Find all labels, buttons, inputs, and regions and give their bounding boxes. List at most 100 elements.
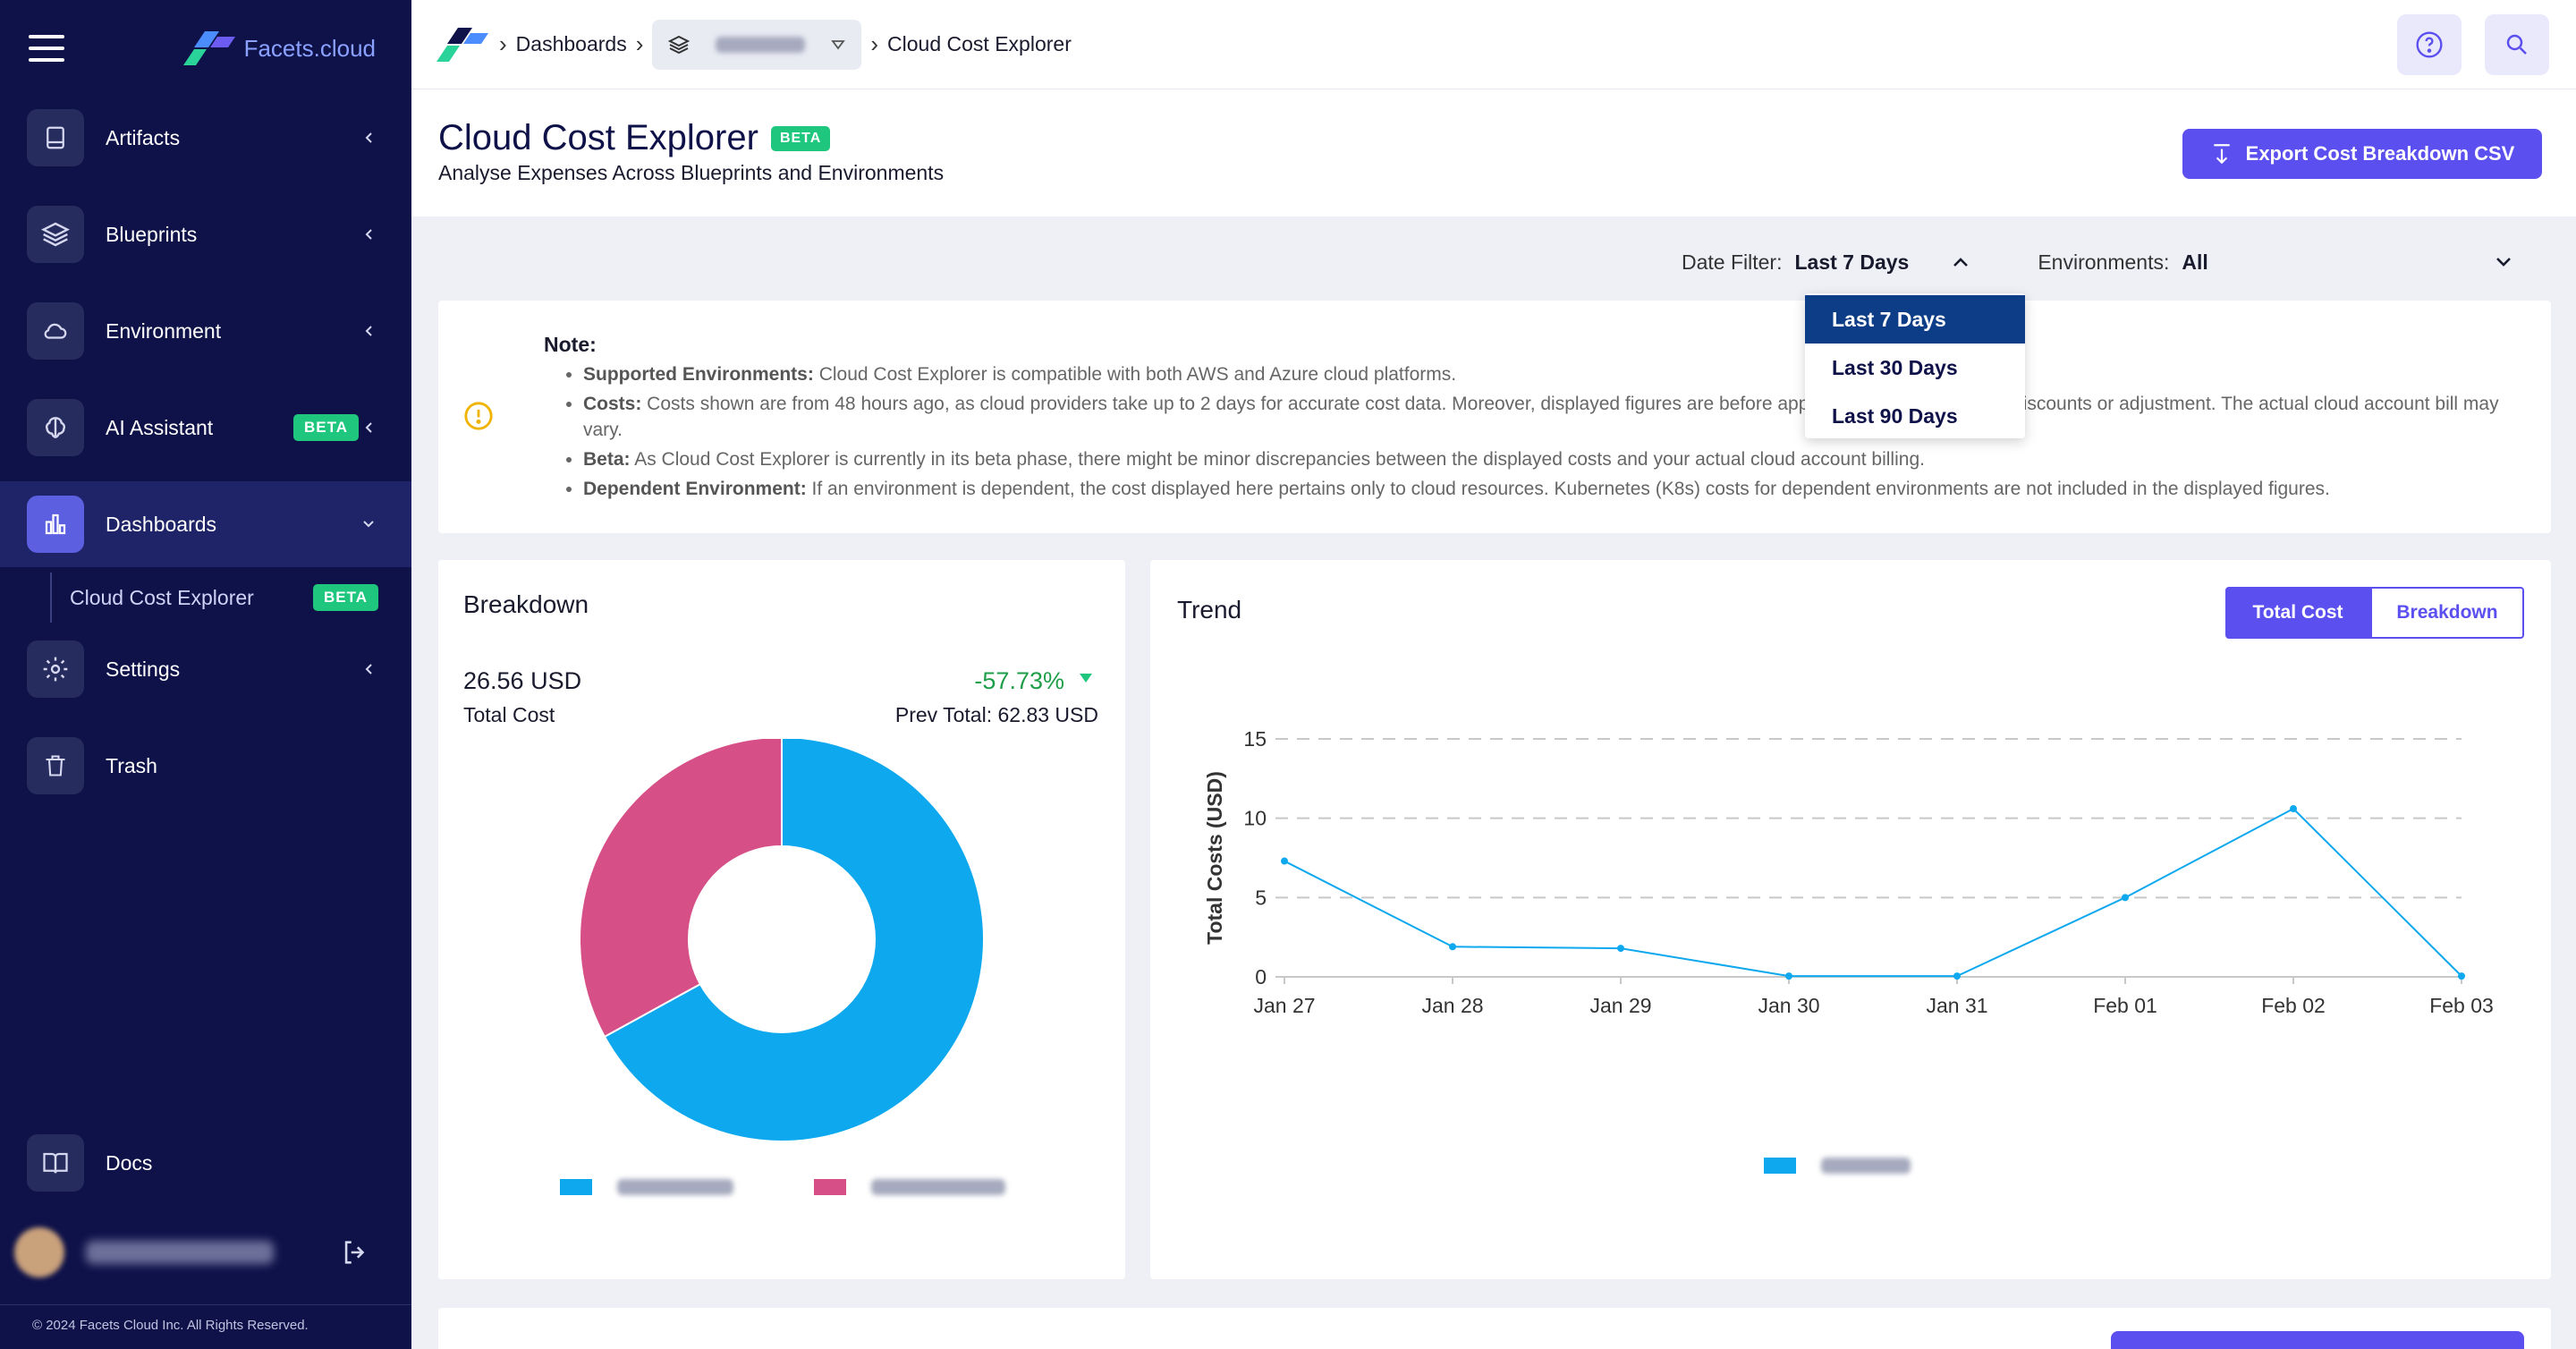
donut-slice[interactable] bbox=[579, 739, 783, 1039]
note-list: Supported Environments: Cloud Cost Explo… bbox=[583, 361, 2515, 505]
y-tick-label: 5 bbox=[1255, 886, 1267, 909]
breadcrumb-dashboards[interactable]: Dashboards bbox=[515, 32, 627, 55]
y-tick-label: 15 bbox=[1243, 727, 1267, 751]
beta-badge: BETA bbox=[293, 414, 360, 441]
page-title: Cloud Cost Explorer bbox=[438, 118, 758, 157]
hamburger-menu-icon[interactable] bbox=[29, 35, 64, 62]
gear-icon bbox=[27, 641, 84, 698]
date-option-30-days[interactable]: Last 30 Days bbox=[1832, 355, 1958, 379]
y-tick-label: 10 bbox=[1243, 807, 1267, 830]
donut-slice[interactable] bbox=[603, 739, 985, 1142]
x-tick-label: Jan 31 bbox=[1926, 994, 1987, 1017]
environments-filter-label: Environments: bbox=[2038, 250, 2170, 274]
help-icon bbox=[2416, 31, 2443, 58]
legend-item[interactable] bbox=[1764, 1158, 1911, 1174]
date-filter-value[interactable]: Last 7 Days bbox=[1794, 250, 1910, 274]
data-point[interactable] bbox=[1785, 972, 1792, 980]
data-point[interactable] bbox=[1281, 857, 1288, 865]
blueprint-select[interactable] bbox=[652, 19, 862, 70]
trend-card: Trend Total Cost Breakdown 0 5 10 15 Jan 27 J… bbox=[1150, 560, 2551, 1279]
sidebar-subitem-cloud-cost-explorer[interactable]: Cloud Cost Explorer BETA bbox=[50, 573, 381, 623]
logout-icon[interactable] bbox=[340, 1237, 370, 1268]
beta-badge: BETA bbox=[770, 125, 831, 151]
page-subtitle: Analyse Expenses Across Blueprints and E… bbox=[438, 161, 945, 184]
blueprint-name-redacted bbox=[716, 36, 806, 53]
dropdown-arrow-icon bbox=[831, 39, 846, 49]
sidebar-item-ai-assistant[interactable]: AI Assistant BETA bbox=[0, 385, 411, 471]
environments-filter-value[interactable]: All bbox=[2182, 250, 2208, 274]
page-header: Cloud Cost Explorer BETA Analyse Expense… bbox=[411, 89, 2576, 216]
legend-item[interactable] bbox=[814, 1179, 1005, 1195]
sidebar-item-trash[interactable]: Trash bbox=[0, 723, 411, 809]
breadcrumb-separator: › bbox=[635, 30, 644, 57]
environment-costs-card bbox=[438, 1308, 2551, 1349]
bar-chart-icon bbox=[27, 496, 84, 553]
note-item: Costs: Costs shown are from 48 hours ago… bbox=[583, 391, 2515, 443]
sidebar-item-label: Dashboards bbox=[106, 512, 217, 536]
data-point[interactable] bbox=[2122, 894, 2129, 902]
data-point[interactable] bbox=[2290, 805, 2297, 813]
sidebar-item-settings[interactable]: Settings bbox=[0, 626, 411, 712]
note-item: Dependent Environment: If an environment… bbox=[583, 476, 2515, 502]
sidebar-item-environment[interactable]: Environment bbox=[0, 288, 411, 374]
facets-logo-icon[interactable] bbox=[436, 27, 490, 62]
note-item-text: As Cloud Cost Explorer is currently in i… bbox=[630, 449, 1925, 470]
date-option-7-days[interactable]: Last 7 Days bbox=[1805, 295, 2025, 344]
chevron-down-icon[interactable] bbox=[2495, 256, 2512, 268]
note-item: Beta: As Cloud Cost Explorer is currentl… bbox=[583, 446, 2515, 472]
legend-label-redacted bbox=[871, 1179, 1005, 1195]
data-point[interactable] bbox=[1617, 945, 1624, 953]
breadcrumb-separator: › bbox=[870, 30, 879, 57]
help-button[interactable] bbox=[2397, 14, 2462, 75]
download-icon bbox=[2213, 144, 2230, 165]
sidebar-item-label: AI Assistant bbox=[106, 415, 214, 439]
legend-label-redacted bbox=[1821, 1158, 1911, 1174]
sidebar: Facets.cloud Artifacts Blueprints Enviro… bbox=[0, 0, 411, 1349]
date-filter-dropdown: Last 7 Days Last 30 Days Last 90 Days bbox=[1805, 293, 2025, 438]
sidebar-item-docs[interactable]: Docs bbox=[0, 1120, 411, 1206]
data-point[interactable] bbox=[2458, 972, 2465, 980]
data-point[interactable] bbox=[1953, 972, 1961, 980]
toggle-total-cost[interactable]: Total Cost bbox=[2225, 587, 2370, 639]
legend-item[interactable] bbox=[560, 1179, 733, 1195]
search-button[interactable] bbox=[2485, 14, 2549, 75]
sidebar-item-blueprints[interactable]: Blueprints bbox=[0, 191, 411, 277]
x-tick-label: Feb 01 bbox=[2093, 994, 2157, 1017]
user-profile[interactable] bbox=[14, 1220, 394, 1285]
sidebar-item-label: Blueprints bbox=[106, 222, 198, 246]
chevron-left-icon bbox=[365, 326, 372, 336]
export-csv-button[interactable]: Export Cost Breakdown CSV bbox=[2182, 129, 2542, 179]
brain-icon bbox=[27, 399, 84, 456]
x-tick-label: Jan 29 bbox=[1589, 994, 1651, 1017]
date-option-90-days[interactable]: Last 90 Days bbox=[1832, 403, 1958, 428]
beta-badge: BETA bbox=[313, 584, 379, 611]
sidebar-item-label: Trash bbox=[106, 753, 157, 777]
down-triangle-icon bbox=[1080, 673, 1092, 683]
breadcrumb-separator: › bbox=[499, 30, 507, 57]
sidebar-item-artifacts[interactable]: Artifacts bbox=[0, 95, 411, 181]
chevron-left-icon bbox=[365, 422, 372, 433]
open-book-icon bbox=[27, 1134, 84, 1192]
chevron-up-icon[interactable] bbox=[1952, 256, 1970, 268]
toggle-breakdown[interactable]: Breakdown bbox=[2370, 587, 2524, 639]
brand-logo[interactable]: Facets.cloud bbox=[182, 31, 376, 65]
facets-logo-icon bbox=[182, 31, 235, 65]
cost-change-value: -57.73% bbox=[974, 667, 1064, 694]
card-action-button[interactable] bbox=[2111, 1331, 2524, 1349]
chevron-down-icon bbox=[363, 521, 374, 528]
sidebar-item-dashboards[interactable]: Dashboards bbox=[0, 481, 411, 567]
breakdown-donut-chart bbox=[579, 739, 985, 1142]
avatar bbox=[14, 1227, 64, 1277]
note-item-heading: Supported Environments: bbox=[583, 364, 814, 385]
data-point[interactable] bbox=[1449, 943, 1456, 951]
page-title-row: Cloud Cost Explorer BETA bbox=[438, 118, 831, 158]
prev-total: Prev Total: 62.83 USD bbox=[894, 703, 1098, 726]
trend-view-toggle: Total Cost Breakdown bbox=[2225, 587, 2524, 639]
chevron-left-icon bbox=[365, 229, 372, 240]
layers-icon bbox=[27, 206, 84, 263]
cost-change-percent: -57.73% bbox=[974, 667, 1093, 695]
layers-icon bbox=[668, 35, 691, 54]
note-item-text: Cloud Cost Explorer is compatible with b… bbox=[813, 364, 1457, 385]
series-line bbox=[1284, 807, 2462, 978]
legend-label-redacted bbox=[617, 1179, 733, 1195]
